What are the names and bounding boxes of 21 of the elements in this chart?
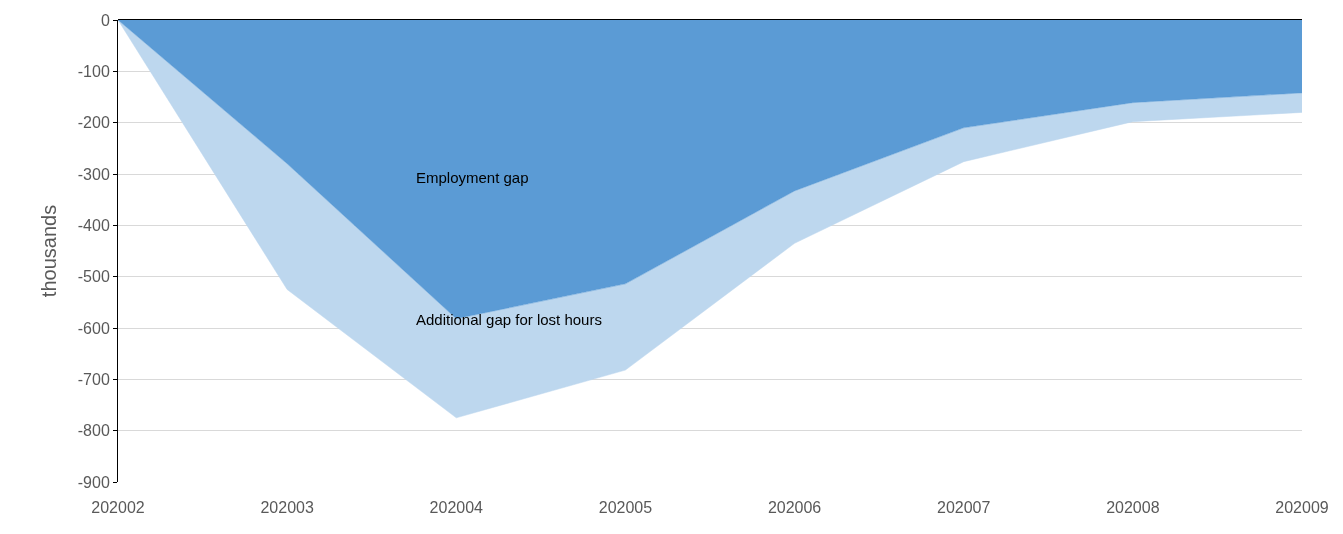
- x-tick-label: 202004: [429, 499, 484, 516]
- y-tick-label: 0: [100, 11, 110, 29]
- x-tick-label: 202003: [260, 499, 314, 516]
- x-tick-label: 202007: [937, 499, 991, 516]
- y-tick-label: -100: [77, 62, 110, 80]
- y-tick-label: -800: [77, 422, 110, 440]
- series-label: Employment gap: [416, 169, 529, 186]
- x-tick-label: 202005: [598, 499, 653, 516]
- y-tick-label: -700: [77, 370, 110, 388]
- y-axis-title: thousands: [38, 204, 61, 298]
- y-tick-label: -900: [77, 473, 110, 491]
- y-tick-label: -600: [77, 319, 110, 337]
- x-tick-label: 202009: [1275, 499, 1329, 516]
- y-tick-label: -200: [77, 114, 110, 132]
- x-tick-label: 202002: [91, 499, 145, 516]
- y-tick-label: -400: [77, 216, 110, 234]
- y-tick-label: -500: [77, 268, 110, 286]
- series-label: Additional gap for lost hours: [416, 311, 602, 328]
- x-tick-label: 202006: [767, 499, 822, 516]
- y-tick-label: -300: [77, 165, 110, 183]
- x-tick-label: 202008: [1106, 499, 1160, 516]
